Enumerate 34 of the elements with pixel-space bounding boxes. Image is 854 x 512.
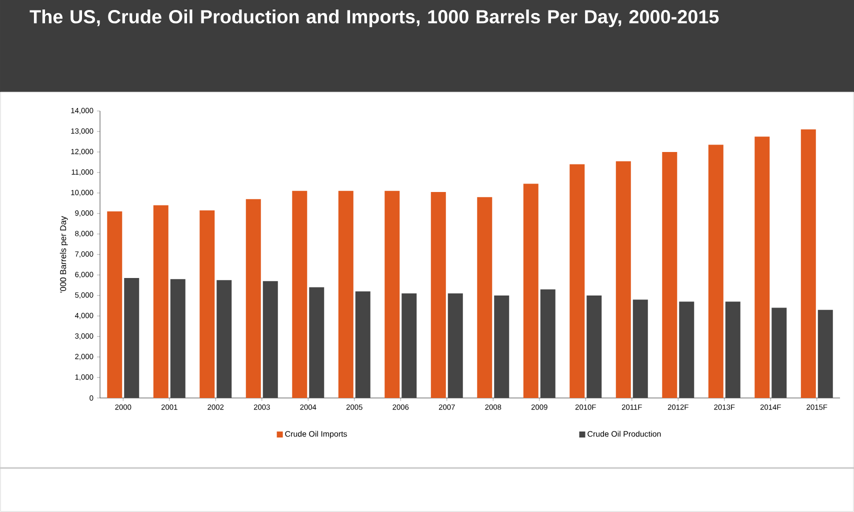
bar [448, 293, 463, 398]
bar [170, 279, 186, 398]
bar [246, 199, 261, 398]
bar [818, 310, 833, 398]
bar [107, 211, 122, 398]
bar [338, 190, 354, 398]
bar [708, 144, 724, 398]
bar [523, 184, 538, 398]
bar [540, 289, 556, 398]
bar [262, 281, 278, 398]
bar [679, 302, 694, 398]
bar [292, 190, 308, 398]
bar [384, 190, 400, 398]
bar [216, 280, 232, 398]
bar [800, 129, 816, 398]
bar [477, 197, 492, 398]
bar [754, 136, 770, 398]
bar [402, 293, 417, 398]
bar [124, 278, 140, 398]
bar [586, 295, 602, 398]
bar [430, 192, 446, 398]
bar [570, 164, 585, 398]
bar [616, 161, 631, 398]
bar [632, 300, 648, 398]
bar [725, 302, 740, 398]
bar [309, 287, 324, 398]
bar [200, 210, 215, 398]
bar [355, 291, 370, 398]
bar [494, 295, 510, 398]
bar [153, 205, 168, 398]
bar [772, 308, 787, 398]
y-axis-title: '000 Barrels per Day [60, 216, 68, 293]
chart-title: The US, Crude Oil Production and Imports, 1000 Barrels Per Day, 2000-2015 [30, 10, 719, 28]
bar [662, 152, 678, 398]
